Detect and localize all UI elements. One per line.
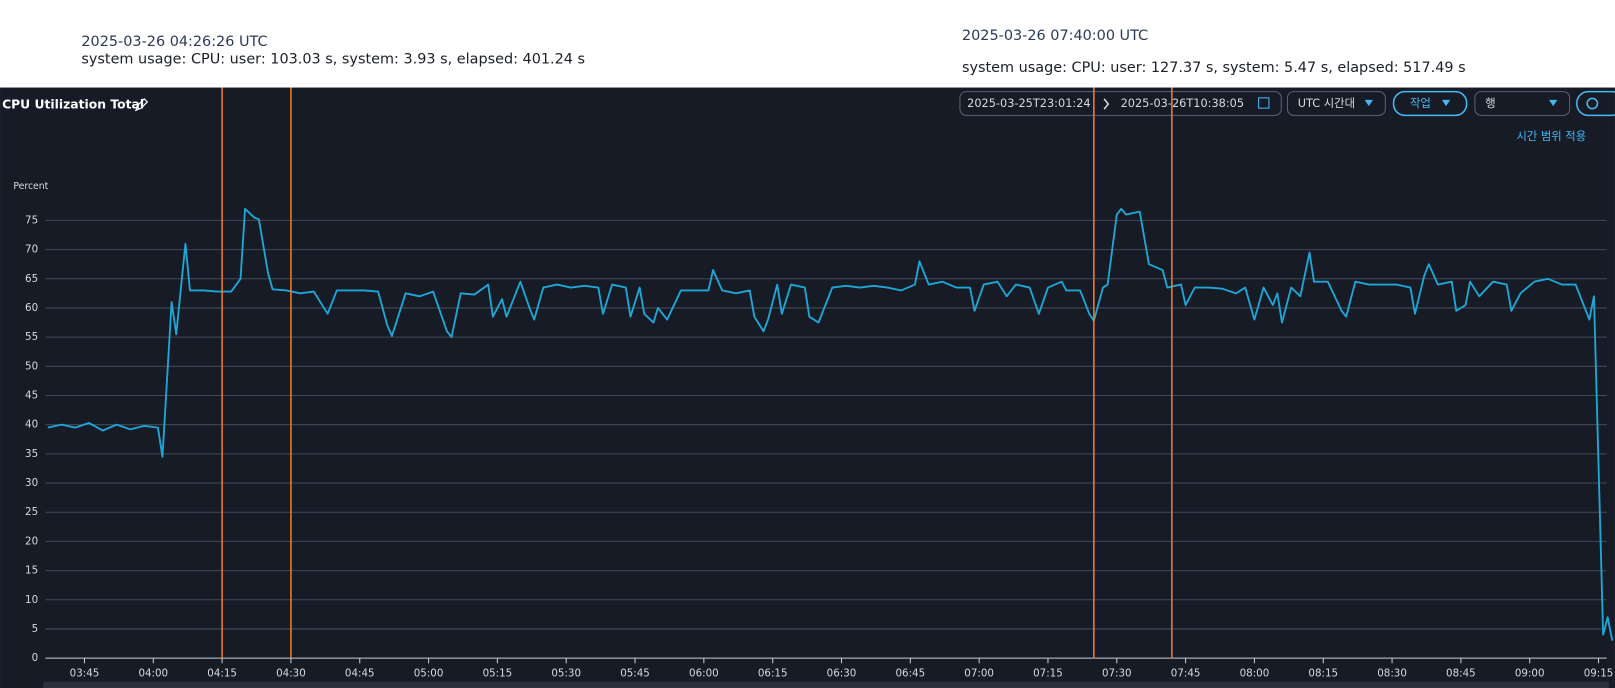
y-tick-label: 75 bbox=[25, 214, 38, 226]
x-tick-label: 06:30 bbox=[827, 668, 857, 680]
x-tick-label: 07:00 bbox=[964, 668, 994, 680]
minimap bbox=[43, 681, 1609, 688]
refresh-button[interactable] bbox=[1576, 90, 1615, 117]
x-tick-label: 08:00 bbox=[1240, 668, 1270, 680]
timezone-select[interactable] bbox=[1286, 91, 1386, 116]
caret bbox=[1441, 99, 1451, 107]
y-tick-label: 40 bbox=[25, 419, 38, 431]
x-tick-label: 06:00 bbox=[689, 668, 719, 680]
refresh-icon bbox=[1586, 97, 1599, 110]
annotation-band bbox=[0, 0, 1615, 88]
x-tick-label: 07:45 bbox=[1171, 668, 1201, 680]
y-tick-label: 15 bbox=[25, 565, 38, 577]
x-tick-label: 07:30 bbox=[1102, 668, 1132, 680]
y-tick-label: 10 bbox=[25, 594, 38, 606]
x-tick-label: 05:30 bbox=[551, 668, 581, 680]
y-axis-label: Percent bbox=[13, 181, 48, 192]
y-tick-label: 35 bbox=[25, 448, 38, 460]
actions: 작업 bbox=[1410, 96, 1431, 110]
x-tick-label: 05:45 bbox=[620, 668, 650, 680]
end-date: 2025-03-26T10:38:05 bbox=[1121, 96, 1244, 110]
y-tick-label: 5 bbox=[32, 623, 39, 635]
view-select[interactable] bbox=[1474, 91, 1571, 116]
x-tick-label: 06:15 bbox=[758, 668, 788, 680]
arrow-icon bbox=[1103, 98, 1110, 110]
annotation-text: system usage: CPU: user: 127.37 s, syste… bbox=[962, 60, 1466, 76]
view: 행 bbox=[1485, 96, 1495, 110]
x-tick-label: 07:15 bbox=[1033, 668, 1063, 680]
y-tick-label: 65 bbox=[25, 273, 38, 285]
x-tick-label: 04:15 bbox=[207, 668, 237, 680]
x-tick-label: 06:45 bbox=[896, 668, 926, 680]
actions-button[interactable] bbox=[1392, 90, 1468, 117]
y-tick-label: 25 bbox=[25, 506, 38, 518]
y-tick-label: 45 bbox=[25, 389, 38, 401]
start-date: 2025-03-25T23:01:24 bbox=[967, 96, 1090, 110]
x-tick-label: 05:00 bbox=[414, 668, 444, 680]
annotation-time: 2025-03-26 04:26:26 UTC bbox=[81, 34, 267, 50]
x-tick-label: 05:15 bbox=[483, 668, 513, 680]
x-tick-label: 08:15 bbox=[1308, 668, 1338, 680]
y-tick-label: 70 bbox=[25, 244, 38, 256]
apply-range[interactable]: 시간 범위 적용 bbox=[1516, 129, 1586, 143]
x-tick-label: 09:15 bbox=[1584, 668, 1614, 680]
x-tick-label: 04:00 bbox=[138, 668, 168, 680]
edit-icon[interactable] bbox=[134, 98, 149, 112]
chart-panel bbox=[0, 87, 1615, 688]
x-tick-label: 08:45 bbox=[1446, 668, 1476, 680]
y-tick-label: 55 bbox=[25, 331, 38, 343]
y-tick-label: 60 bbox=[25, 302, 38, 314]
x-tick-label: 09:00 bbox=[1515, 668, 1545, 680]
x-tick-label: 08:30 bbox=[1377, 668, 1407, 680]
chart-title: CPU Utilization Total bbox=[2, 98, 144, 112]
x-tick-label: 04:45 bbox=[345, 668, 375, 680]
caret bbox=[1364, 99, 1373, 107]
x-tick-label: 04:30 bbox=[276, 668, 306, 680]
y-tick-label: 30 bbox=[25, 477, 38, 489]
cpu-line bbox=[47, 207, 1614, 641]
date-range[interactable] bbox=[959, 91, 1282, 116]
y-tick-label: 50 bbox=[25, 360, 38, 372]
timezone: UTC 시간대 bbox=[1298, 96, 1355, 110]
y-tick-label: 20 bbox=[25, 535, 38, 547]
calendar-icon[interactable] bbox=[1258, 97, 1270, 109]
x-tick-label: 03:45 bbox=[70, 668, 100, 680]
caret bbox=[1549, 99, 1558, 107]
y-tick-label: 0 bbox=[32, 652, 39, 664]
annotation-text: system usage: CPU: user: 103.03 s, syste… bbox=[81, 52, 585, 68]
annotation-time: 2025-03-26 07:40:00 UTC bbox=[962, 28, 1148, 44]
